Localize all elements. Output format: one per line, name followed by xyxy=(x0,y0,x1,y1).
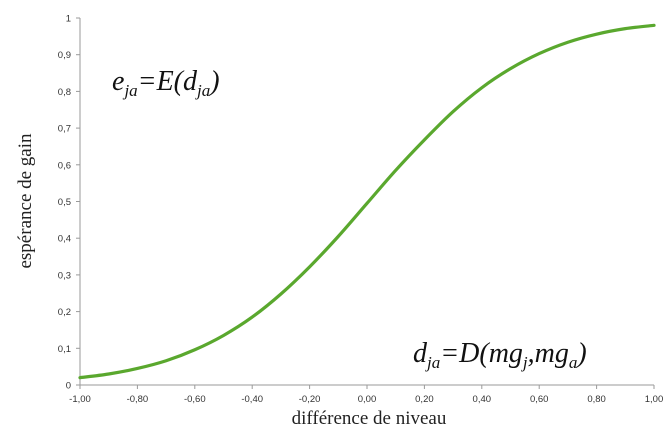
x-tick-label: -1,00 xyxy=(69,394,91,405)
formula-equals-E: =E( xyxy=(138,66,185,97)
y-tick-label: 0,2 xyxy=(58,307,71,318)
formula-a-subscript: a xyxy=(569,353,578,372)
x-tick-label: -0,20 xyxy=(299,394,321,405)
y-tick-label: 0,4 xyxy=(58,234,71,245)
formula-d-subscript: ja xyxy=(425,353,440,372)
y-tick-label: 0,6 xyxy=(58,160,71,171)
series-line xyxy=(78,23,656,380)
formula-j-subscript: j xyxy=(521,353,528,372)
x-tick-label: 0,00 xyxy=(358,394,377,405)
formula-expected-gain: eja=E(dja) xyxy=(112,66,220,100)
formula-level-difference: dja=D(mgj,mga) xyxy=(413,338,587,372)
formula-e: e xyxy=(112,66,124,97)
y-tick-label: 0,9 xyxy=(58,50,71,61)
formula-d: d xyxy=(183,66,198,97)
y-axis-title: espérance de gain xyxy=(15,133,36,269)
formula-mg-a: mg xyxy=(535,338,569,369)
y-tick-label: 0,7 xyxy=(58,124,71,135)
x-tick-label: 0,60 xyxy=(530,394,549,405)
axes xyxy=(76,17,655,389)
y-tick-label: 0,5 xyxy=(58,197,71,208)
x-tick-label: 0,20 xyxy=(415,394,434,405)
x-axis-title: différence de niveau xyxy=(292,408,447,429)
formula-close-paren: ) xyxy=(208,66,219,97)
x-tick-label: 1,00 xyxy=(645,394,664,405)
formula-close-paren: ) xyxy=(575,338,586,369)
formula-e-subscript: ja xyxy=(122,81,137,100)
y-tick-label: 0,1 xyxy=(58,344,71,355)
x-tick-label: -0,40 xyxy=(241,394,263,405)
formula-d: d xyxy=(413,338,428,369)
series-layer xyxy=(78,23,656,380)
formula-equals-D: =D( xyxy=(440,338,490,369)
x-tick-label: -0,80 xyxy=(127,394,149,405)
y-tick-label: 0,8 xyxy=(58,87,71,98)
x-tick-label: 0,40 xyxy=(473,394,492,405)
x-tick-label: -0,60 xyxy=(184,394,206,405)
formula-comma: , xyxy=(528,338,535,369)
y-tick-label: 1 xyxy=(66,14,71,25)
y-tick-label: 0,3 xyxy=(58,270,71,281)
tick-labels: -1,00 -0,80 -0,60 -0,40 -0,20 0,00 0,20 0,40 0,6… xyxy=(58,14,663,406)
x-tick-label: 0,80 xyxy=(587,394,606,405)
formula-mg-j: mg xyxy=(489,338,523,369)
formula-d-subscript: ja xyxy=(195,81,210,100)
y-tick-label: 0 xyxy=(66,381,71,392)
